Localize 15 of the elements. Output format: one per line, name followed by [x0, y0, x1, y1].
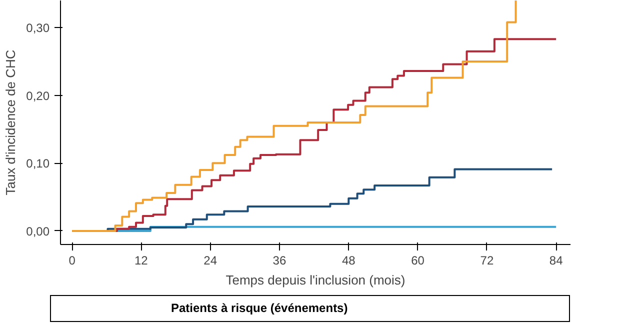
x-tick-label: 24	[204, 254, 218, 268]
x-tick-label: 72	[480, 254, 494, 268]
x-tick-label: 36	[272, 254, 286, 268]
x-tick-label: 12	[134, 254, 148, 268]
x-tick-label: 60	[411, 254, 425, 268]
y-tick-label: 0,20	[26, 88, 50, 103]
y-axis-title: Taux d'incidence de CHC	[3, 50, 18, 196]
x-tick-label: 84	[549, 254, 564, 268]
x-axis-title: Temps depuis l'inclusion (mois)	[226, 272, 406, 288]
x-tick-label: 0	[68, 254, 76, 268]
y-tick-label: 0,30	[26, 21, 50, 36]
y-tick-label: 0,10	[26, 156, 50, 171]
y-tick-label: 0,00	[26, 224, 50, 238]
text: Patients à risque (événements)	[171, 300, 348, 317]
x-tick-label: 48	[342, 254, 356, 268]
